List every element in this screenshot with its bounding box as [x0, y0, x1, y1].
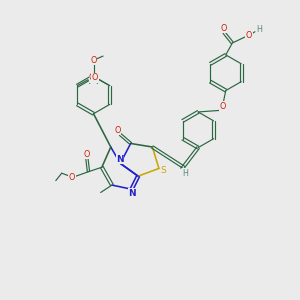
Text: O: O	[69, 172, 75, 182]
Text: N: N	[128, 189, 136, 198]
Text: O: O	[221, 24, 227, 33]
Text: O: O	[114, 126, 121, 135]
Text: S: S	[160, 166, 166, 175]
Text: O: O	[84, 150, 90, 159]
Text: O: O	[220, 101, 226, 110]
Text: O: O	[92, 74, 98, 82]
Text: N: N	[116, 155, 124, 164]
Text: O: O	[90, 56, 97, 65]
Text: O: O	[89, 74, 95, 82]
Text: H: H	[256, 25, 262, 34]
Text: O: O	[246, 32, 252, 40]
Text: H: H	[182, 169, 188, 178]
